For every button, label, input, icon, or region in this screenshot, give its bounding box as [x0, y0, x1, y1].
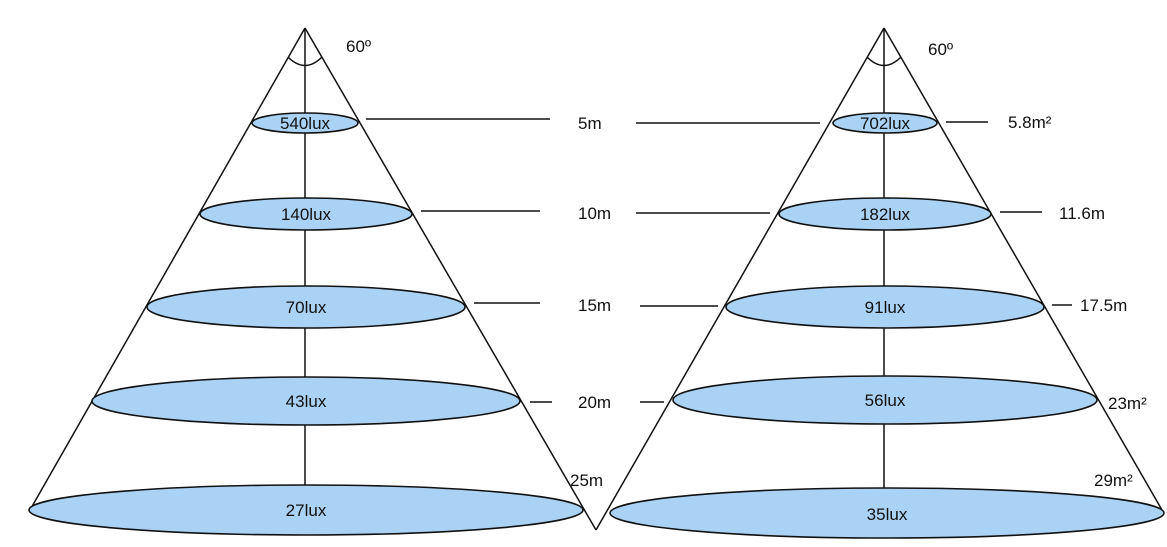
left-ellipse-20m — [91, 376, 521, 426]
left-lux-label: 27lux — [286, 501, 327, 520]
distance-label-10m: 10m — [578, 204, 611, 223]
distance-label-25m: 25m — [570, 471, 603, 490]
left-ellipse-15m — [146, 285, 466, 329]
right-lux-label: 35lux — [867, 505, 908, 524]
right-angle-label: 60º — [928, 40, 953, 59]
right-cone-left-edge — [595, 27, 885, 531]
left-angle-arc — [287, 56, 323, 67]
right-lux-label: 702lux — [860, 114, 911, 133]
right-ellipse-10m — [778, 197, 992, 231]
right-ellipse-5m — [832, 112, 938, 134]
right-ellipse-15m — [725, 285, 1045, 329]
right-cone: 60º 702lux 182lux 91lux 56lux 35lux 5.8m… — [595, 27, 1165, 539]
area-label-25m: 29m² — [1094, 471, 1133, 490]
right-lux-label: 182lux — [860, 205, 911, 224]
distance-label-15m: 15m — [578, 296, 611, 315]
distance-label-20m: 20m — [578, 393, 611, 412]
left-lux-label: 540lux — [280, 114, 331, 133]
right-lux-label: 91lux — [865, 298, 906, 317]
area-label-5m: 5.8m² — [1008, 113, 1052, 132]
right-cone-right-edge — [883, 27, 1163, 511]
left-lux-label: 70lux — [286, 298, 327, 317]
left-ellipse-10m — [199, 197, 413, 231]
right-ellipse-20m — [672, 375, 1098, 425]
right-ellipse-25m — [609, 487, 1165, 539]
left-cone-right-edge — [304, 27, 597, 531]
area-label-10m: 11.6m — [1059, 204, 1105, 223]
area-label-15m: 17.5m — [1080, 296, 1127, 315]
left-cone: 60º 540lux 140lux 70lux 43lux 27lux — [28, 27, 597, 536]
area-label-20m: 23m² — [1108, 394, 1147, 413]
left-lux-label: 43lux — [286, 392, 327, 411]
left-ellipse-5m — [251, 112, 359, 134]
distance-label-5m: 5m — [578, 114, 602, 133]
left-ellipse-25m — [28, 484, 584, 536]
right-lux-label: 56lux — [865, 391, 906, 410]
right-angle-arc — [866, 56, 902, 67]
left-lux-label: 140lux — [281, 205, 332, 224]
left-angle-label: 60º — [346, 37, 371, 56]
left-cone-left-edge — [29, 27, 306, 511]
distance-markers: 5m 10m 15m 20m 25m — [366, 114, 820, 490]
